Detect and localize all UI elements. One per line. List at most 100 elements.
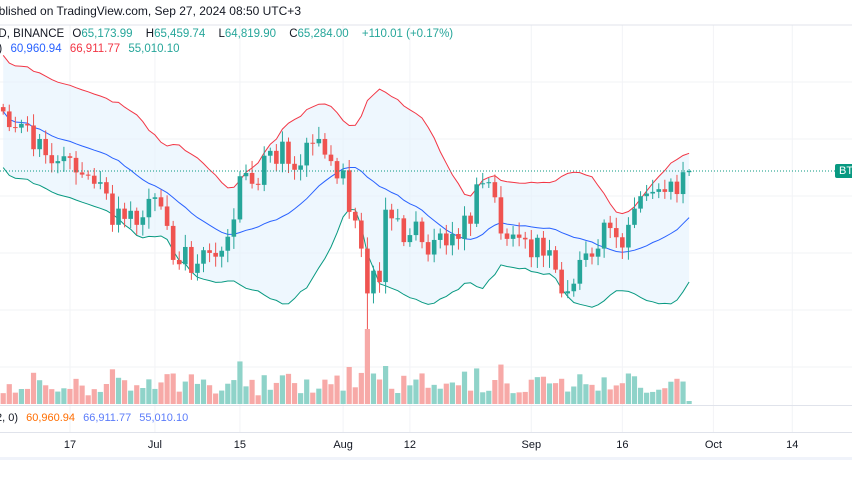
candle-body <box>480 183 486 185</box>
volume-bar <box>152 388 158 404</box>
volume-bar <box>194 383 201 404</box>
bollinger-basis-line <box>2 111 690 253</box>
time-tick: 15 <box>233 439 247 451</box>
volume-bar <box>668 381 674 404</box>
candle-body <box>334 161 340 179</box>
candle-body <box>176 259 182 265</box>
volume-bar <box>322 379 328 404</box>
candle-body <box>225 236 231 251</box>
volume-bar <box>109 369 116 404</box>
candle-body <box>444 233 449 246</box>
volume-bar <box>486 390 492 404</box>
candle-body <box>462 215 467 239</box>
volume-bar <box>285 373 292 404</box>
candle-body <box>25 123 30 126</box>
volume-bar <box>395 393 401 404</box>
candle-body <box>316 138 322 144</box>
candle-body <box>419 221 425 243</box>
candle-body <box>626 224 631 248</box>
candle-body <box>498 197 504 234</box>
candle-body <box>304 142 309 166</box>
candle-body <box>346 170 352 212</box>
candle-body <box>158 197 164 207</box>
volume-bar <box>85 395 91 404</box>
volume-bar <box>328 384 334 404</box>
candle-body <box>243 172 249 177</box>
candle-body <box>492 182 498 198</box>
volume-bar <box>522 391 528 404</box>
candle-body <box>6 111 12 128</box>
bb-lower: 55,010.10 <box>128 43 180 55</box>
candle-body <box>134 210 140 225</box>
candle-body <box>13 127 18 129</box>
candle-body <box>164 206 170 226</box>
indicator-value-2: 66,911.77 <box>83 412 132 424</box>
volume-bar <box>182 381 188 404</box>
volume-bar <box>631 376 638 404</box>
volume-bar <box>407 385 413 404</box>
volume-bar <box>352 387 358 404</box>
candle-body <box>371 270 376 294</box>
volume-bar <box>18 389 25 404</box>
volume-bar <box>370 373 377 404</box>
candle-body <box>407 235 413 243</box>
candle-body <box>352 211 358 221</box>
candle-body <box>571 283 577 292</box>
volume-bar <box>128 390 134 404</box>
volume-bar <box>37 380 43 404</box>
volume-bar <box>644 392 650 404</box>
volume-bar <box>492 380 498 404</box>
volume-bar <box>206 385 213 404</box>
volume-bar <box>55 391 61 404</box>
volume-bar <box>474 368 480 404</box>
low-label: L <box>218 28 225 40</box>
volume-bar <box>346 367 352 404</box>
candle-body <box>601 222 607 249</box>
bollinger-legend: 2) 60,960.94 66,911.77 55,010.10 <box>0 43 185 55</box>
volume-bar <box>79 385 85 404</box>
volume-bar <box>565 391 571 404</box>
candle-body <box>377 270 382 283</box>
candle-body <box>680 172 686 195</box>
volume-bar <box>437 388 443 404</box>
volume-bar <box>455 385 462 404</box>
candle-body <box>486 182 492 184</box>
volume-bar <box>176 391 182 404</box>
candle-body <box>632 208 637 225</box>
pane-separator[interactable] <box>0 405 852 406</box>
volume-bar <box>0 393 6 404</box>
candle-body <box>674 181 680 195</box>
volume-bar <box>316 388 322 404</box>
candle-body <box>213 252 218 257</box>
candle-body <box>140 217 146 225</box>
volume-bar <box>577 374 583 404</box>
volume-bar <box>656 389 662 404</box>
volume-bar <box>376 379 383 404</box>
open-value: 65,173.99 <box>81 28 133 40</box>
candle-body <box>535 237 540 258</box>
candle-body <box>468 215 473 224</box>
volume-bar <box>467 390 474 404</box>
indicator-value-1: 60,960.94 <box>26 412 76 424</box>
volume-bar <box>255 395 261 404</box>
candle-body <box>528 239 534 258</box>
candle-body <box>280 141 285 164</box>
volume-bar <box>383 366 389 404</box>
candle-body <box>19 123 24 128</box>
time-axis[interactable]: 17 Jul 15 Aug 12 Sep 16 Oct 14 <box>0 432 852 460</box>
volume-bar <box>583 384 589 404</box>
volume-bar <box>164 374 170 404</box>
volume-bar <box>364 329 370 404</box>
candle-body <box>43 138 48 156</box>
candle-body <box>0 107 6 112</box>
volume-bar <box>552 383 559 404</box>
candle-body <box>656 189 662 192</box>
candle-body <box>359 220 364 249</box>
volume-bar <box>686 401 692 404</box>
volume-bar <box>674 378 680 404</box>
candle-body <box>201 250 206 264</box>
volume-bar <box>49 389 55 404</box>
price-chart[interactable] <box>0 0 852 432</box>
last-price-tag: BTC <box>835 164 852 178</box>
volume-bar <box>188 374 194 404</box>
